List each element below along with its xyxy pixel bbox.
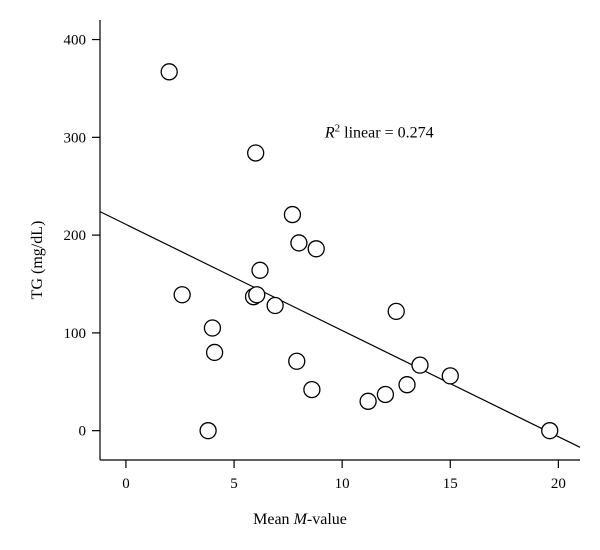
data-point [205,343,224,362]
data-point [173,286,191,304]
data-point [203,319,222,337]
data-point [251,261,269,279]
y-tick-label: 200 [64,228,87,244]
data-point [303,380,321,399]
data-point [411,356,429,374]
x-tick-label: 10 [335,476,350,492]
x-tick-label: 20 [551,476,566,492]
x-axis-title-italic: M [293,511,309,528]
data-point [387,302,405,321]
data-point [441,367,459,385]
data-point [288,352,306,370]
data-point [283,205,302,224]
x-tick-label: 15 [443,476,458,492]
data-points [160,63,559,440]
data-point [398,376,416,394]
y-tick-label: 300 [64,130,87,146]
regression-line-layer [99,211,581,448]
y-tick-label: 0 [79,424,87,440]
data-point [307,240,325,258]
data-point [290,234,308,252]
r-squared-superscript: 2 [335,122,341,134]
x-axis-title: Mean M-value [253,511,347,528]
y-tick-label: 100 [64,326,87,342]
data-point [266,296,284,315]
y-tick-label: 400 [64,33,87,49]
data-point [199,422,217,440]
data-point [359,392,377,410]
data-point [541,422,559,440]
regression-line [99,211,581,448]
x-axis-title-prefix: Mean [253,511,293,528]
x-tick-label: 0 [122,476,130,492]
x-axis-title-suffix: -value [307,511,347,528]
r-squared-text: linear = 0.274 [340,124,433,141]
r-squared-symbol: R [324,124,335,141]
data-point [248,286,266,304]
data-point [160,63,178,81]
data-point [376,385,395,404]
y-axis-title: TG (mg/dL) [29,221,46,300]
data-point [247,144,265,162]
x-tick-label: 5 [230,476,238,492]
axis-labels: Mean M-value TG (mg/dL) [29,221,347,528]
r-squared-annotation: R2 linear = 0.274 [324,122,434,141]
